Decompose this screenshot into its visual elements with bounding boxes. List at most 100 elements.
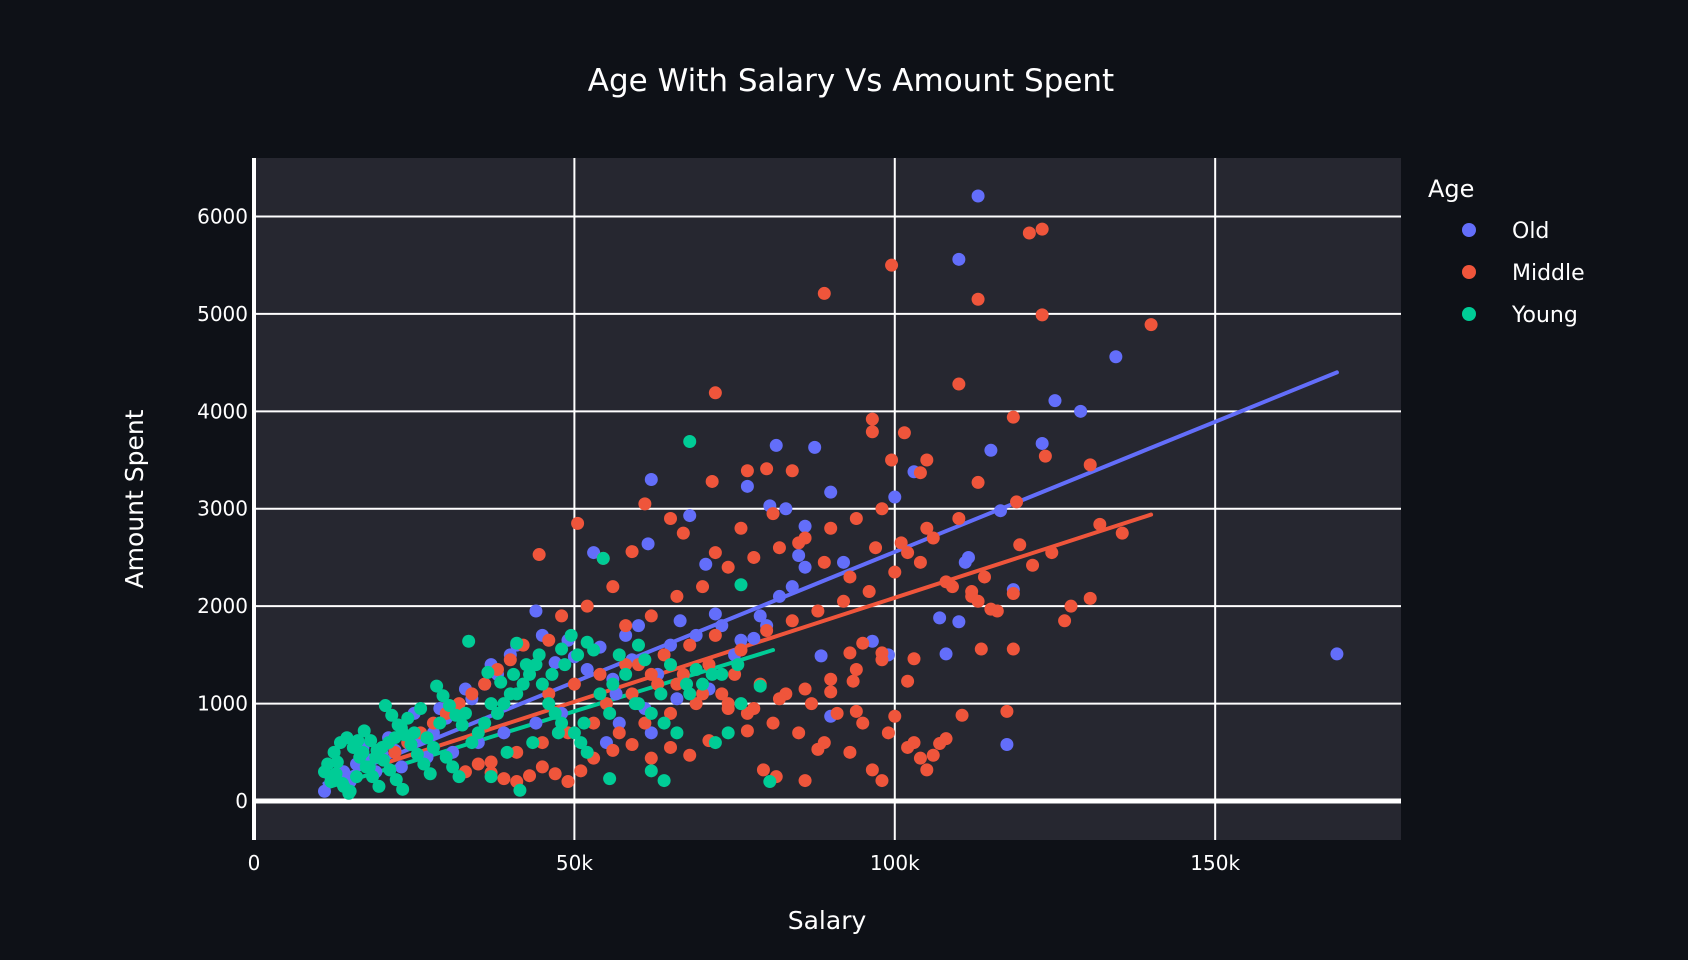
- data-point: [772, 541, 786, 555]
- data-point: [708, 386, 722, 400]
- data-point: [1000, 738, 1014, 752]
- data-point: [1074, 404, 1088, 418]
- data-point: [696, 580, 710, 594]
- data-point: [869, 541, 883, 555]
- data-point: [971, 475, 985, 489]
- data-point: [593, 687, 607, 701]
- data-point: [510, 636, 524, 650]
- data-point: [792, 549, 806, 563]
- data-point: [817, 286, 831, 300]
- data-point: [366, 770, 380, 784]
- data-point: [351, 734, 365, 748]
- data-point: [426, 740, 440, 754]
- data-point: [670, 692, 684, 706]
- data-point: [335, 776, 349, 790]
- data-point: [696, 687, 710, 701]
- data-point: [654, 687, 668, 701]
- data-point: [760, 462, 774, 476]
- data-point: [644, 473, 658, 487]
- data-point: [396, 782, 410, 796]
- data-point: [1093, 517, 1107, 531]
- data-point: [567, 726, 581, 740]
- data-point: [455, 718, 469, 732]
- data-point: [465, 687, 479, 701]
- series-young: [317, 435, 777, 800]
- data-point: [696, 677, 710, 691]
- data-point: [715, 619, 729, 633]
- data-point: [824, 685, 838, 699]
- data-point: [555, 609, 569, 623]
- data-point: [837, 594, 851, 608]
- data-point: [676, 526, 690, 540]
- data-point: [817, 736, 831, 750]
- data-point: [1026, 558, 1040, 572]
- data-point: [664, 740, 678, 754]
- data-point: [644, 609, 658, 623]
- data-point: [955, 708, 969, 722]
- data-point: [619, 628, 633, 642]
- data-point: [824, 672, 838, 686]
- data-point: [753, 609, 767, 623]
- data-point: [766, 507, 780, 521]
- data-point: [811, 604, 825, 618]
- data-point: [370, 743, 384, 757]
- data-point: [849, 704, 863, 718]
- data-point: [705, 474, 719, 488]
- y-tick-label: 5000: [197, 302, 248, 326]
- data-point: [792, 536, 806, 550]
- x-axis-title: Salary: [788, 906, 867, 935]
- data-point: [926, 748, 940, 762]
- data-point: [772, 589, 786, 603]
- data-point: [1022, 226, 1036, 240]
- legend-marker-old: [1462, 223, 1476, 237]
- data-point: [785, 580, 799, 594]
- data-point: [657, 648, 671, 662]
- data-point: [798, 774, 812, 788]
- data-point: [423, 767, 437, 781]
- legend-items: Old Middle Young: [1462, 219, 1585, 328]
- data-point: [990, 604, 1004, 618]
- legend-marker-young: [1462, 307, 1476, 321]
- series-middle: [388, 222, 1158, 789]
- data-point: [631, 619, 645, 633]
- data-point: [894, 536, 908, 550]
- data-point: [1035, 222, 1049, 236]
- data-point: [376, 753, 390, 767]
- data-point: [357, 724, 371, 738]
- data-point: [756, 763, 770, 777]
- data-point: [1013, 538, 1027, 552]
- data-point: [587, 643, 601, 657]
- data-point: [740, 479, 754, 493]
- data-point: [490, 706, 504, 720]
- data-point: [430, 679, 444, 693]
- data-point: [529, 716, 543, 730]
- data-point: [452, 770, 466, 784]
- data-point: [1064, 599, 1078, 613]
- data-point: [664, 511, 678, 525]
- data-point: [875, 502, 889, 516]
- data-point: [542, 687, 556, 701]
- data-point: [497, 697, 511, 711]
- data-point: [888, 565, 902, 579]
- data-point: [862, 585, 876, 599]
- data-point: [606, 743, 620, 757]
- data-point: [977, 570, 991, 584]
- data-point: [555, 642, 569, 656]
- data-point: [715, 687, 729, 701]
- data-point: [503, 687, 517, 701]
- data-point: [462, 634, 476, 648]
- data-point: [699, 557, 713, 571]
- data-point: [638, 653, 652, 667]
- data-point: [404, 738, 418, 752]
- data-point: [580, 599, 594, 613]
- data-point: [574, 736, 588, 750]
- data-point: [683, 638, 697, 652]
- legend-marker-middle: [1462, 265, 1476, 279]
- data-point: [984, 443, 998, 457]
- data-point: [1115, 526, 1129, 540]
- data-point: [952, 615, 966, 629]
- data-point: [798, 560, 812, 574]
- data-point: [657, 716, 671, 730]
- data-points: [317, 189, 1344, 800]
- data-point: [587, 716, 601, 730]
